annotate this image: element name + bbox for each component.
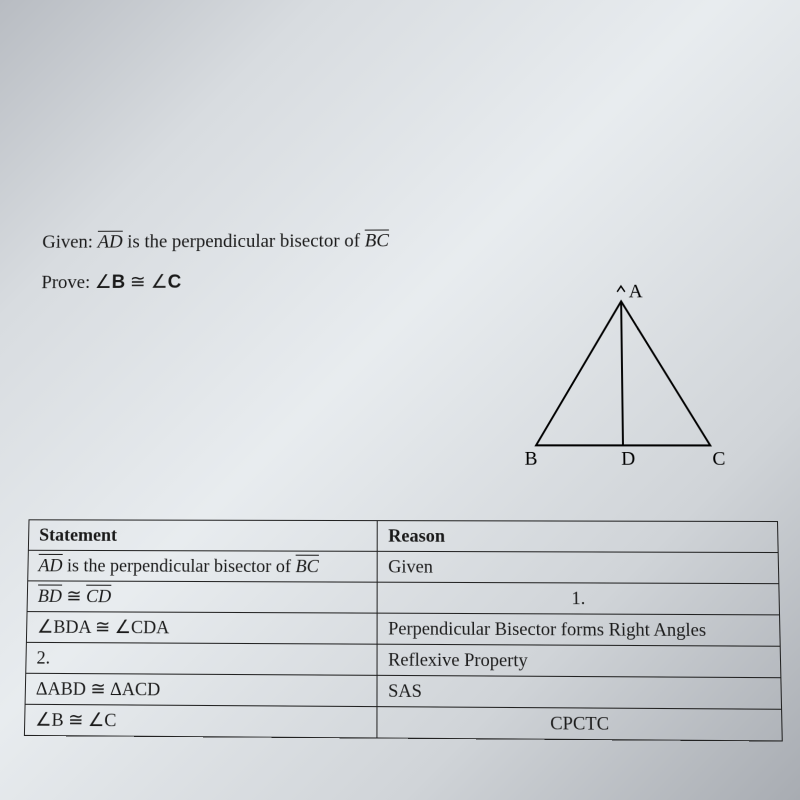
- table-row: BD ≅ CD1.: [27, 581, 779, 615]
- header-statement: Statement: [28, 520, 377, 552]
- segment: BD: [38, 586, 62, 607]
- figure-label-C: C: [712, 448, 725, 470]
- statement-cell: ∠BDA ≅ ∠CDA: [26, 612, 377, 645]
- table-row: 2.Reflexive Property: [26, 642, 781, 677]
- reason-cell: CPCTC: [377, 707, 782, 741]
- reason-cell: Reflexive Property: [377, 644, 781, 678]
- header-reason: Reason: [378, 521, 779, 553]
- given-middle-text: is the perpendicular bisector of: [127, 231, 365, 253]
- table-row: ΔABD ≅ ΔACDSAS: [25, 673, 781, 709]
- reason-cell: 1.: [377, 582, 779, 615]
- figure-label-B: B: [525, 448, 538, 470]
- reason-cell: SAS: [377, 675, 781, 709]
- given-segment-1: AD: [98, 232, 123, 253]
- triangle-figure: A B D C: [500, 282, 746, 480]
- given-prove-block: Given: AD is the perpendicular bisector …: [33, 230, 508, 294]
- given-line: Given: AD is the perpendicular bisector …: [42, 230, 508, 254]
- segment: AD: [38, 555, 62, 575]
- prove-rhs: C: [168, 272, 182, 293]
- prove-lhs: B: [112, 272, 126, 293]
- prove-congr: ≅: [130, 272, 151, 293]
- reason-cell: Perpendicular Bisector forms Right Angle…: [377, 613, 780, 646]
- segment: CD: [86, 586, 111, 607]
- segment: BC: [296, 556, 319, 577]
- table-row: AD is the perpendicular bisector of BCGi…: [28, 550, 779, 583]
- statement-cell: 2.: [26, 642, 378, 675]
- statement-cell: BD ≅ CD: [27, 581, 377, 613]
- reason-cell: Given: [377, 551, 778, 583]
- table-row: ∠BDA ≅ ∠CDAPerpendicular Bisector forms …: [26, 612, 780, 647]
- statement-cell: ∠B ≅ ∠C: [24, 704, 377, 738]
- prove-angle-sym-1: ∠: [95, 272, 112, 293]
- worksheet-page: Given: AD is the perpendicular bisector …: [0, 2, 800, 742]
- prove-line: Prove: ∠B ≅ ∠C: [41, 270, 508, 294]
- table-row: ∠B ≅ ∠CCPCTC: [24, 704, 782, 741]
- table-header-row: Statement Reason: [28, 520, 778, 553]
- prove-label: Prove:: [41, 272, 90, 293]
- given-label: Given:: [42, 232, 93, 253]
- prove-angle-sym-2: ∠: [151, 272, 168, 293]
- given-segment-2: BC: [365, 231, 389, 252]
- triangle-svg: A B D C: [500, 282, 746, 475]
- figure-label-A: A: [629, 282, 644, 303]
- statement-cell: AD is the perpendicular bisector of BC: [28, 550, 378, 582]
- figure-label-D: D: [621, 448, 635, 470]
- proof-table: Statement Reason AD is the perpendicular…: [24, 519, 783, 741]
- statement-cell: ΔABD ≅ ΔACD: [25, 673, 377, 706]
